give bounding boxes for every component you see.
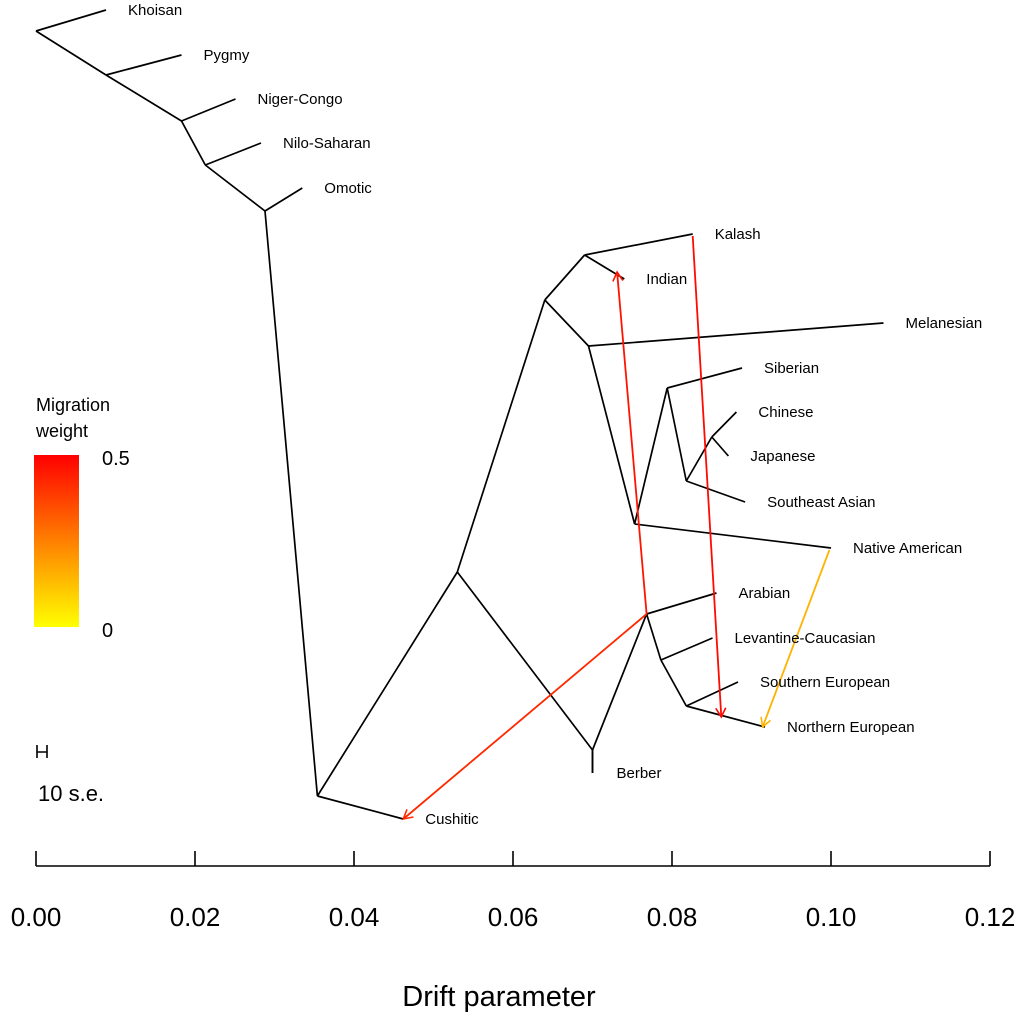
scale-bar: 10 s.e.: [36, 745, 104, 806]
population-label: Niger-Congo: [258, 91, 343, 108]
x-tick-label: 0.08: [647, 902, 698, 932]
tree-edge: [666, 367, 743, 389]
population-label: Levantine-Caucasian: [735, 630, 876, 647]
legend-max-label: 0.5: [102, 448, 130, 470]
population-label: Southeast Asian: [767, 494, 875, 511]
migration-edges: [402, 235, 831, 821]
x-tick-label: 0.04: [329, 902, 380, 932]
tree-edge: [584, 254, 625, 280]
x-axis-title: Drift parameter: [402, 981, 596, 1013]
x-tick-label: 0.06: [488, 902, 539, 932]
tree-edge: [105, 54, 182, 76]
x-tick-label: 0.02: [170, 902, 221, 932]
legend-title-line2: weight: [35, 421, 88, 441]
scale-bar-label: 10 s.e.: [38, 781, 104, 806]
tree-edge: [584, 233, 693, 256]
tree-edge: [180, 120, 207, 166]
tree-edge: [588, 322, 884, 347]
population-label: Northern European: [787, 719, 915, 736]
population-label: Pygmy: [204, 47, 250, 64]
tree-edge: [645, 613, 662, 661]
tree-edge: [544, 299, 590, 347]
tree-edges: [35, 9, 884, 820]
tree-edge: [686, 480, 746, 503]
scale-bar-glyph: [36, 745, 48, 758]
population-label: Melanesian: [906, 315, 983, 332]
tree-edge: [634, 523, 832, 549]
population-label: Native American: [853, 540, 962, 557]
migration-arrow: [691, 235, 727, 719]
migration-legend: Migration weight 0.5 0: [34, 395, 130, 642]
migration-arrow: [402, 613, 648, 821]
population-label: Indian: [646, 271, 687, 288]
legend-color-bar: [34, 455, 79, 627]
tree-edge: [204, 164, 266, 212]
tree-edge: [264, 187, 303, 212]
x-tick-label: 0.00: [11, 902, 62, 932]
tree-edge: [456, 299, 546, 573]
tree-edge: [591, 613, 648, 751]
tree-edge: [711, 411, 738, 438]
population-labels: Khoisan Pygmy Niger-Congo Nilo-Saharan Omoti…: [128, 2, 982, 828]
tree-edge: [204, 142, 262, 166]
tree-edge: [660, 659, 688, 707]
tree-edge: [316, 571, 459, 797]
population-label: Nilo-Saharan: [283, 135, 371, 152]
population-label: Khoisan: [128, 2, 182, 19]
tree-edge: [456, 571, 594, 751]
migration-arrow: [760, 549, 831, 729]
tree-edge: [646, 592, 717, 615]
population-label: Arabian: [739, 585, 791, 602]
tree-edge: [35, 30, 107, 76]
legend-min-label: 0: [102, 620, 113, 642]
tree-edge: [544, 254, 586, 301]
population-label: Cushitic: [425, 811, 479, 828]
tree-edge: [35, 9, 107, 32]
tree-edge: [711, 436, 730, 457]
x-tick-label: 0.12: [965, 902, 1016, 932]
tree-edge: [685, 681, 739, 707]
tree-edge: [686, 705, 766, 728]
tree-edge: [685, 436, 713, 482]
x-axis: 0.00 0.02 0.04 0.06 0.08 0.10 0.12 Drift param…: [11, 851, 1016, 1013]
tree-edge: [666, 387, 688, 482]
population-label: Omotic: [324, 180, 372, 197]
tree-edge: [660, 637, 713, 661]
migration-arrow: [612, 270, 648, 615]
tree-edge: [587, 345, 636, 525]
population-label: Berber: [617, 765, 662, 782]
population-label: Japanese: [750, 448, 815, 465]
population-label: Kalash: [715, 226, 761, 243]
tree-edge: [317, 795, 404, 820]
tree-edge: [105, 74, 182, 122]
x-ticks: 0.00 0.02 0.04 0.06 0.08 0.10 0.12: [11, 851, 1016, 932]
population-label: Chinese: [758, 404, 813, 421]
population-label: Southern European: [760, 674, 890, 691]
x-tick-label: 0.10: [806, 902, 857, 932]
population-label: Siberian: [764, 360, 819, 377]
tree-edge: [633, 387, 669, 525]
legend-title-line1: Migration: [36, 395, 110, 415]
tree-edge: [181, 98, 236, 122]
tree-edge: [264, 210, 319, 797]
